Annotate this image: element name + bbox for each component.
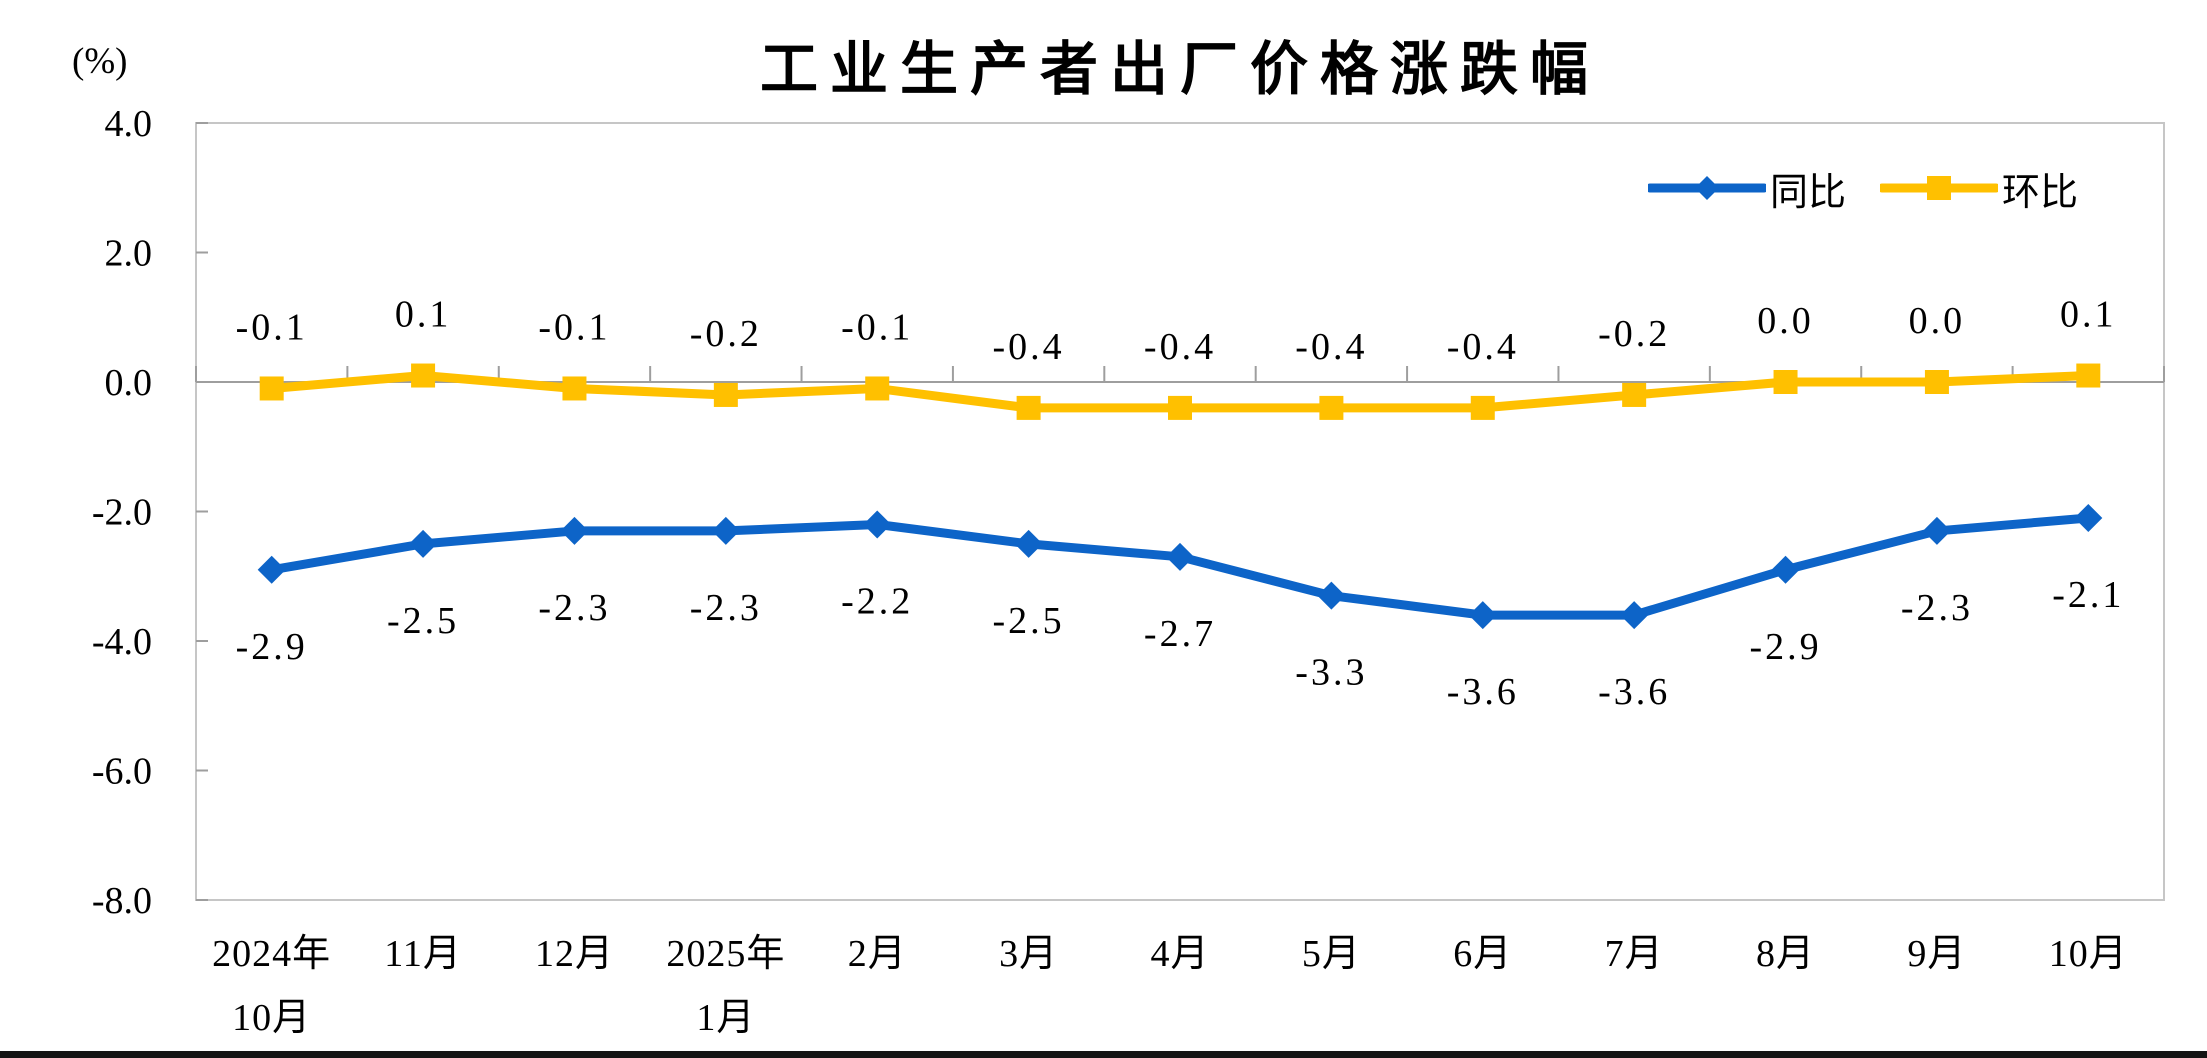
legend-marker-yoy: [1695, 176, 1719, 200]
data-point-label-yoy: -2.2: [841, 580, 913, 622]
data-point-marker-yoy: [1317, 581, 1346, 610]
x-axis-tick-label: 10月: [2049, 933, 2128, 975]
data-point-label-yoy: -2.5: [993, 600, 1065, 642]
data-point-label-yoy: -2.1: [2052, 574, 2124, 616]
y-axis-tick-label: 0.0: [105, 362, 153, 404]
x-axis-tick-label: 12月: [535, 933, 614, 975]
data-point-marker-mom: [2076, 363, 2101, 388]
x-axis-tick-label: 8月: [1756, 933, 1815, 975]
data-point-marker-yoy: [560, 516, 589, 545]
data-point-marker-yoy: [863, 510, 892, 539]
data-point-label-yoy: -3.6: [1598, 671, 1670, 713]
data-point-marker-mom: [1168, 395, 1192, 420]
chart-legend: 同比 环比: [1648, 162, 2078, 214]
data-point-marker-yoy: [1014, 529, 1043, 558]
x-axis-tick-label: 2025年 1月: [666, 933, 785, 1039]
legend-line-sample-yoy: [1648, 176, 1766, 200]
data-point-marker-yoy: [2074, 503, 2103, 532]
plot-border: [195, 122, 2165, 901]
data-point-label-mom: 0.1: [395, 294, 452, 336]
legend-marker-mom: [1927, 176, 1952, 200]
data-point-marker-mom: [1924, 370, 1949, 394]
data-point-marker-yoy: [257, 555, 286, 584]
data-point-marker-mom: [562, 376, 587, 401]
data-point-marker-yoy: [1468, 601, 1497, 630]
x-axis-tick-label: 9月: [1907, 933, 1966, 975]
data-point-label-mom: -0.4: [993, 326, 1065, 368]
data-point-label-mom: -0.2: [690, 313, 762, 355]
screenshot-bottom-border: [0, 1051, 2207, 1058]
legend-item-yoy: 同比: [1648, 161, 1846, 216]
data-point-label-yoy: -3.6: [1447, 671, 1519, 713]
x-axis-tick-label: 11月: [384, 933, 462, 975]
data-point-label-mom: 0.0: [1909, 300, 1966, 342]
x-axis-tick-label: 7月: [1605, 933, 1664, 975]
y-axis-tick-label: -4.0: [92, 621, 152, 663]
data-point-marker-mom: [1016, 395, 1041, 420]
x-axis-tick-label: 3月: [999, 933, 1058, 975]
data-point-marker-yoy: [409, 529, 438, 558]
data-point-marker-yoy: [711, 516, 740, 545]
x-axis-tick-label: 6月: [1453, 933, 1512, 975]
y-axis-unit-label: (%): [72, 41, 128, 82]
data-point-label-mom: -0.1: [841, 306, 913, 348]
legend-line-sample-mom: [1880, 176, 1999, 200]
legend-label-mom: 环比: [2002, 171, 2079, 214]
x-axis-tick-label: 2月: [848, 933, 907, 975]
data-point-marker-mom: [259, 376, 284, 401]
data-point-label-mom: -0.4: [1144, 326, 1216, 368]
y-axis-tick-label: 4.0: [105, 103, 153, 145]
y-axis-tick-label: 2.0: [105, 233, 153, 275]
data-point-label-mom: -0.4: [1447, 326, 1519, 368]
legend-item-mom: 环比: [1880, 161, 2078, 216]
data-point-label-mom: -0.4: [1295, 326, 1367, 368]
data-point-marker-mom: [713, 382, 738, 407]
legend-label-yoy: 同比: [1770, 171, 1847, 214]
data-point-label-mom: 0.0: [1757, 300, 1814, 342]
data-point-label-yoy: -2.3: [538, 587, 610, 629]
x-axis-tick-label: 2024年 10月: [212, 933, 331, 1039]
data-point-marker-mom: [865, 376, 890, 401]
data-point-label-mom: 0.1: [2060, 294, 2117, 336]
data-point-marker-mom: [1622, 382, 1647, 407]
data-point-label-yoy: -2.3: [690, 587, 762, 629]
data-point-label-mom: -0.2: [1598, 313, 1670, 355]
data-point-marker-yoy: [1166, 542, 1194, 571]
chart-title: 工业生产者出厂价格涨跌幅: [759, 37, 1600, 102]
x-axis-tick-label: 5月: [1302, 933, 1361, 975]
data-point-label-yoy: -2.5: [387, 600, 459, 642]
y-axis-tick-label: -2.0: [92, 492, 152, 534]
data-point-marker-mom: [1319, 395, 1344, 420]
data-point-label-yoy: -2.9: [1749, 626, 1821, 668]
data-point-label-mom: -0.1: [538, 306, 610, 348]
y-axis-tick-label: -6.0: [92, 751, 152, 793]
data-point-label-yoy: -2.3: [1901, 587, 1973, 629]
data-point-marker-mom: [1470, 395, 1495, 420]
y-axis-tick-label: -8.0: [92, 880, 152, 922]
x-axis-tick-label: 4月: [1150, 933, 1209, 975]
data-point-label-yoy: -2.9: [236, 626, 308, 668]
data-point-marker-mom: [1773, 370, 1798, 394]
data-point-marker-yoy: [1771, 555, 1800, 584]
data-point-label-yoy: -3.3: [1295, 652, 1367, 694]
data-point-label-mom: -0.1: [236, 306, 308, 348]
data-point-marker-mom: [411, 363, 436, 388]
data-point-marker-yoy: [1922, 516, 1951, 545]
data-point-label-yoy: -2.7: [1144, 613, 1216, 655]
data-point-marker-yoy: [1620, 601, 1649, 630]
